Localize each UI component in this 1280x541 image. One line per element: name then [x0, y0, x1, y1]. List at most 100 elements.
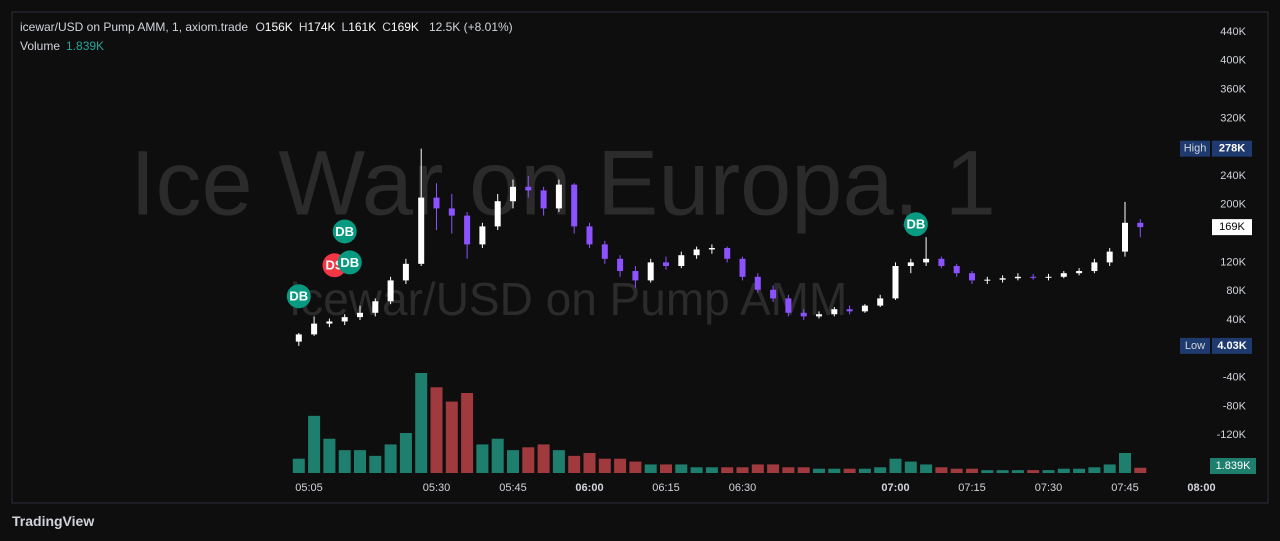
candle-body	[1060, 273, 1067, 277]
volume-bar	[644, 464, 657, 473]
candle-body	[479, 226, 486, 245]
volume-bar	[981, 470, 994, 473]
candle-body	[647, 262, 654, 281]
volume-bar	[598, 458, 611, 473]
badge-value: 4.03K	[1217, 340, 1246, 352]
volume-bar	[1134, 467, 1147, 473]
candle-body	[785, 298, 792, 313]
candle-body	[418, 197, 425, 264]
trade-marker	[286, 284, 311, 309]
candle-body	[1076, 271, 1083, 274]
volume-bar	[1119, 453, 1131, 473]
candle-body	[846, 309, 853, 312]
candle-body	[494, 201, 501, 227]
y-tick-label: -40K	[1223, 372, 1247, 384]
volume-bar	[889, 458, 902, 473]
candle-body	[770, 289, 777, 299]
y-tick-label: 440K	[1220, 26, 1246, 38]
volume-bar	[552, 450, 565, 473]
volume-bar	[721, 467, 734, 473]
volume-bar	[843, 468, 856, 473]
volume-bar	[797, 467, 810, 473]
trade-marker-label: DB	[907, 217, 926, 232]
x-tick-label: 07:15	[958, 482, 986, 494]
ohlc-value: 169K	[390, 20, 419, 34]
volume-bar	[920, 464, 933, 473]
volume-bar	[415, 373, 428, 473]
ohlc-key: L	[341, 20, 349, 34]
badge-bg	[1212, 140, 1252, 157]
volume-bar	[476, 444, 489, 473]
brand: TradingView	[12, 513, 95, 529]
candle-body	[571, 184, 578, 227]
candle-body	[357, 312, 363, 318]
candle-body	[969, 273, 975, 281]
trade-marker-label: DB	[335, 224, 354, 239]
candle-body	[1014, 276, 1021, 279]
candle-body	[724, 248, 731, 259]
volume-bar	[338, 450, 351, 473]
candle-body	[1106, 251, 1113, 263]
y-tick-label: 400K	[1220, 55, 1246, 67]
volume-bar	[537, 444, 550, 473]
volume-bar	[323, 438, 336, 473]
ohlc-key: H	[298, 20, 308, 34]
candle-body	[877, 298, 884, 306]
volume-bar	[461, 393, 474, 473]
candle-body	[923, 258, 930, 263]
watermark: icewar/USD on Pump AMM	[290, 273, 847, 325]
x-tick-label: 05:45	[499, 482, 527, 494]
ohlc: O156K H174K L161K C169K	[255, 20, 425, 34]
volume-bar	[690, 467, 703, 473]
candle-body	[1030, 276, 1037, 278]
y-tick-label: 200K	[1220, 199, 1246, 211]
candle-body	[525, 186, 532, 191]
y-tick-label: 360K	[1220, 84, 1246, 96]
volume-bar	[308, 415, 321, 473]
volume-bar	[614, 458, 627, 473]
ohlc-value: 174K	[307, 20, 336, 34]
last-price-bg	[1212, 219, 1252, 236]
badge-value: 278K	[1219, 143, 1245, 155]
candle-body	[617, 258, 624, 272]
volume-bar	[751, 464, 764, 473]
candle-body	[586, 226, 593, 245]
ohlc-value: 156K	[264, 20, 293, 34]
x-tick-label: 07:45	[1111, 482, 1139, 494]
candle-body	[464, 215, 471, 245]
badge-label: Low	[1185, 340, 1205, 352]
volume-bar	[1027, 470, 1040, 473]
candle-body	[907, 262, 914, 266]
badge-bg	[1212, 337, 1252, 354]
volume-bar	[583, 453, 596, 473]
volume-bar	[966, 468, 978, 473]
candle-body	[831, 309, 838, 315]
volume-value: 1.839K	[66, 39, 105, 53]
watermark: Ice War on Europa, 1	[130, 132, 996, 234]
candle-body	[402, 263, 409, 281]
candle-body	[540, 190, 547, 209]
x-tick-label: 08:00	[1187, 482, 1215, 494]
candle-body	[510, 186, 516, 202]
badge-bg	[1180, 140, 1210, 157]
volume-bar	[874, 467, 887, 473]
ohlc-key: C	[382, 20, 391, 34]
volume-bar	[705, 467, 718, 473]
candle-body	[693, 249, 700, 256]
y-tick-label: 320K	[1220, 112, 1246, 124]
y-tick-label: -80K	[1223, 400, 1247, 412]
volume-bar	[369, 455, 382, 473]
candle-body	[892, 266, 899, 299]
volume-bar	[782, 467, 795, 473]
candle-body	[311, 323, 318, 335]
candle-body	[953, 266, 960, 274]
trade-marker	[332, 219, 357, 244]
volume-bar	[430, 387, 443, 473]
candle-body	[663, 262, 669, 266]
volume-bar	[858, 468, 871, 473]
candle-body	[632, 271, 639, 281]
y-tick-label: 240K	[1220, 170, 1246, 182]
x-tick-label: 07:00	[881, 482, 909, 494]
